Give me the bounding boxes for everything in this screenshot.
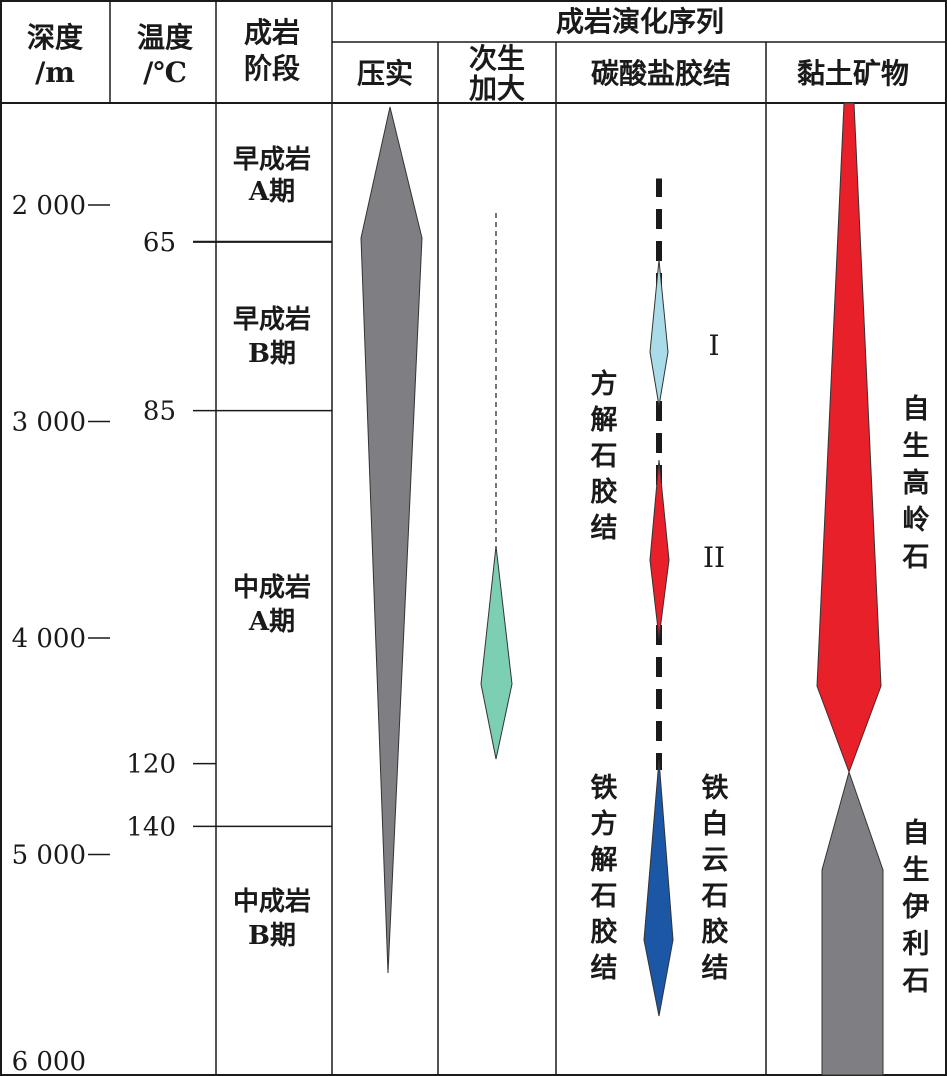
depth-tick-label: 2 000	[12, 191, 86, 221]
kaolinite-char-5: 石	[902, 542, 930, 573]
stage-label-early-a-sub: A期	[248, 177, 295, 207]
temperature-label: 85	[143, 397, 176, 427]
overgrowth-bar	[480, 545, 513, 760]
ferrocalcite-char-2: 方	[591, 808, 618, 840]
kaolinite-char-2: 生	[903, 431, 930, 462]
ferrocalcite-char-1: 铁	[591, 773, 618, 804]
calcite-cement-char-5: 结	[591, 513, 618, 544]
authigenic-kaolinite-bar	[816, 102, 882, 774]
ferrocalcite-char-4: 石	[590, 881, 618, 912]
stage-label-middle-b: 中成岩	[233, 887, 311, 917]
ankerite-char-1: 铁	[702, 773, 729, 804]
header-stage: 成岩	[244, 16, 300, 49]
illite-char-4: 利	[903, 929, 930, 960]
calcite-cement-char-3: 石	[590, 441, 618, 472]
ferro-carbonate-cement	[643, 759, 674, 1017]
calcite-cement-stage-1	[649, 259, 669, 407]
header-stage-line2: 阶段	[244, 52, 300, 85]
header-compaction: 压实	[357, 57, 413, 90]
ferrocalcite-char-3: 解	[591, 845, 618, 876]
stage-label-early-a: 早成岩	[233, 145, 311, 175]
header-clay: 黏土矿物	[797, 57, 909, 90]
ferrocalcite-char-6: 结	[591, 953, 618, 984]
calcite-cement-char-1: 方	[591, 368, 618, 400]
calcite-cement-stage-2	[649, 459, 670, 639]
calcite-cement-char-4: 胶	[591, 476, 618, 508]
authigenic-illite-bar	[821, 770, 884, 1076]
depth-tick-label: 6 000	[12, 1047, 86, 1076]
stage-label-early-b: 早成岩	[233, 305, 311, 335]
temperature-label: 65	[143, 228, 176, 258]
header-overgrowth: 次生	[469, 42, 525, 75]
depth-tick-label: 5 000	[12, 841, 86, 871]
depth-axis: 2 000 3 000 4 000 5 000 6 000	[12, 191, 110, 1076]
illite-char-5: 石	[902, 966, 930, 997]
ferrocalcite-char-5: 胶	[591, 916, 618, 948]
stage-label-early-b-sub: B期	[248, 339, 296, 369]
temperature-label: 140	[126, 812, 176, 842]
roman-label-i: I	[708, 329, 719, 362]
header-depth: 深度	[27, 21, 83, 54]
kaolinite-char-3: 高	[903, 467, 930, 499]
stage-label-middle-a: 中成岩	[233, 573, 311, 603]
calcite-cement-char-2: 解	[591, 405, 618, 436]
stage-label-middle-a-sub: A期	[248, 607, 295, 637]
header-overgrowth-line2: 加大	[469, 72, 525, 105]
temperature-axis: 65 85 120 140	[126, 228, 332, 842]
illite-char-3: 伊	[902, 892, 930, 923]
kaolinite-char-1: 自	[903, 393, 930, 425]
roman-label-ii: II	[703, 541, 725, 574]
ankerite-char-6: 结	[702, 953, 729, 984]
ankerite-char-4: 石	[701, 881, 729, 912]
header-temperature: 温度	[137, 21, 193, 54]
header-carbonate: 碳酸盐胶结	[591, 57, 731, 90]
compaction-bar	[360, 106, 423, 974]
illite-char-2: 生	[903, 855, 930, 886]
stage-label-middle-b-sub: B期	[248, 921, 296, 951]
header-temperature-unit: /℃	[143, 56, 187, 89]
ankerite-char-3: 云	[702, 845, 729, 876]
header-sequence: 成岩演化序列	[556, 5, 724, 38]
ankerite-char-5: 胶	[702, 916, 729, 948]
kaolinite-char-4: 岭	[903, 505, 930, 536]
header-depth-unit: /m	[35, 56, 75, 89]
depth-tick-label: 4 000	[12, 624, 86, 654]
illite-char-1: 自	[903, 817, 930, 849]
depth-tick-label: 3 000	[12, 408, 86, 438]
ankerite-char-2: 白	[702, 808, 729, 840]
temperature-label: 120	[126, 750, 176, 780]
